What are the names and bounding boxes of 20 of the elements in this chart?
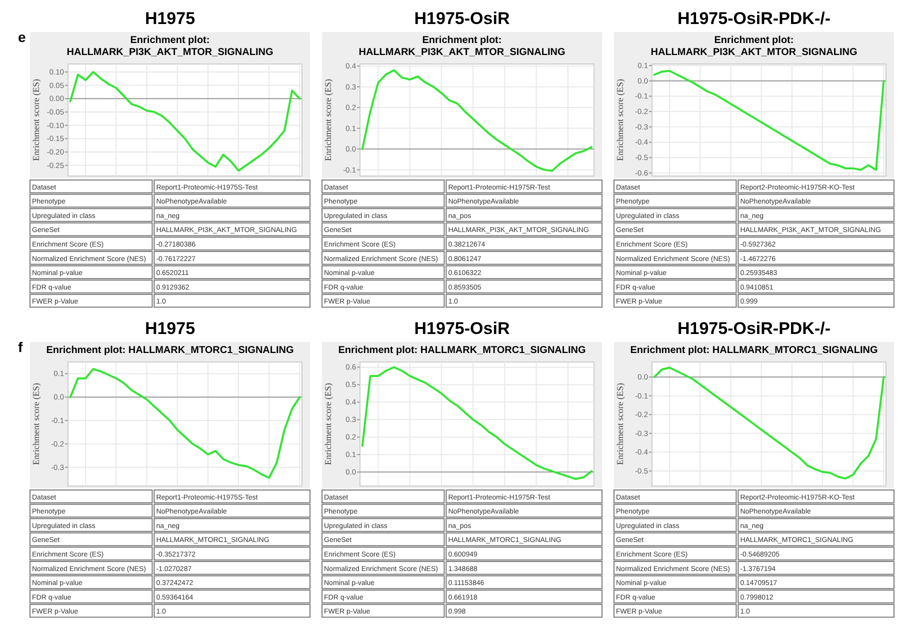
chart-title: H1975-OsiR bbox=[414, 9, 510, 28]
chart-subtitle: Enrichment plot: HALLMARK_PI3K_AKT_MTOR_SIGNALING bbox=[650, 35, 858, 58]
y-axis-title: Enrichment score (ES) bbox=[615, 79, 625, 161]
y-axis-title: Enrichment score (ES) bbox=[31, 383, 41, 465]
chart-subtitle: Enrichment plot: HALLMARK_PI3K_AKT_MTOR_SIGNALING bbox=[358, 35, 566, 58]
y-axis-title: Enrichment score (ES) bbox=[323, 383, 333, 465]
chart-subtitle: Enrichment plot: HALLMARK_MTORC1_SIGNALING bbox=[46, 345, 294, 356]
chart-subtitle: Enrichment plot: HALLMARK_MTORC1_SIGNALING bbox=[338, 345, 586, 356]
chart-subtitle: Enrichment plot: HALLMARK_PI3K_AKT_MTOR_SIGNALING bbox=[66, 35, 274, 58]
y-axis-title: Enrichment score (ES) bbox=[615, 383, 625, 465]
y-axis-title: Enrichment score (ES) bbox=[323, 79, 333, 161]
text: f bbox=[18, 339, 23, 355]
chart-title: H1975 bbox=[144, 319, 196, 338]
y-axis-title: Enrichment score (ES) bbox=[31, 79, 41, 161]
chart-subtitle: Enrichment plot: HALLMARK_MTORC1_SIGNALING bbox=[630, 345, 878, 356]
chart-title: H1975-OsiR bbox=[414, 319, 510, 338]
text: e bbox=[18, 29, 26, 45]
chart-title: H1975 bbox=[144, 9, 196, 28]
chart-title: H1975-OsiR-PDK-/- bbox=[677, 319, 831, 338]
chart-title: H1975-OsiR-PDK-/- bbox=[677, 9, 831, 28]
